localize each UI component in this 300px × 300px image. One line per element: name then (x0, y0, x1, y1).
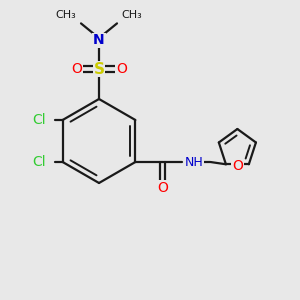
Text: CH₃: CH₃ (122, 10, 142, 20)
Text: N: N (93, 34, 105, 47)
Text: CH₃: CH₃ (56, 10, 76, 20)
Text: Cl: Cl (32, 113, 46, 127)
Text: Cl: Cl (32, 155, 46, 169)
Text: O: O (116, 62, 127, 76)
Text: O: O (157, 181, 168, 194)
Text: O: O (71, 62, 82, 76)
Text: O: O (232, 159, 243, 173)
Text: S: S (94, 61, 104, 76)
Text: NH: NH (185, 155, 204, 169)
